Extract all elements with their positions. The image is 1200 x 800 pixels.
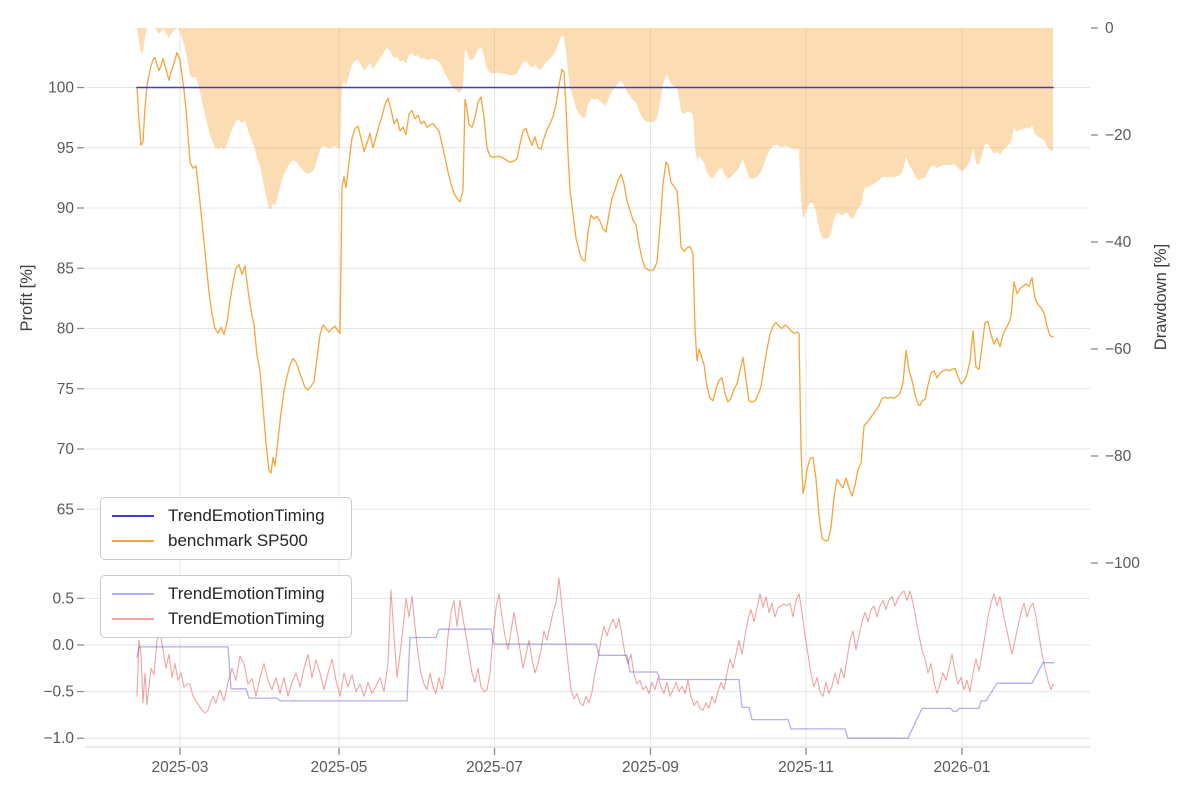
right-tick-label: −40 [1105, 234, 1132, 251]
right-tick-label: −20 [1105, 127, 1132, 144]
left-tick-label: 95 [57, 140, 74, 157]
signal-red-line [136, 577, 1054, 714]
left-tick-label: 0.0 [52, 637, 74, 654]
legend-label: TrendEmotionTiming [168, 584, 325, 604]
y-axis-label-right: Drawdown [%] [1152, 244, 1170, 350]
legend-item: TrendEmotionTiming [112, 504, 341, 529]
x-tick-label: 2025-05 [311, 759, 368, 776]
signal-blue-line [136, 628, 1055, 739]
right-tick-label: 0 [1105, 20, 1114, 37]
legend-label: TrendEmotionTiming [168, 506, 325, 526]
left-tick-label: 75 [57, 381, 74, 398]
x-tick-label: 2025-11 [778, 759, 834, 776]
benchmark-line [136, 51, 1054, 542]
left-tick-label: 65 [57, 501, 74, 518]
x-tick-label: 2025-07 [466, 759, 523, 776]
benchmark-line-sample [112, 539, 154, 542]
left-tick-label: 80 [57, 321, 75, 338]
legend-item: benchmark SP500 [112, 529, 341, 554]
x-tick-label: 2025-09 [622, 759, 679, 776]
legend-label: TrendEmotionTiming [168, 608, 325, 628]
gridlines [85, 28, 1090, 748]
x-tick-label: 2026-01 [934, 759, 991, 776]
signal-blue-line-sample [112, 593, 154, 596]
left-tick-label: 90 [57, 200, 75, 217]
left-tick-label: −0.5 [43, 684, 74, 701]
drawdown-area [137, 28, 1053, 239]
legend-label: benchmark SP500 [168, 530, 308, 550]
left-tick-label: 0.5 [52, 590, 74, 607]
x-tick-label: 2025-03 [152, 759, 209, 776]
right-tick-label: −60 [1105, 341, 1132, 358]
legend-item: TrendEmotionTiming [112, 582, 341, 607]
right-tick-label: −80 [1105, 448, 1132, 465]
left-tick-label: 70 [57, 441, 75, 458]
left-tick-label: 100 [48, 80, 74, 97]
legend-item: TrendEmotionTiming [112, 607, 341, 632]
left-tick-label: −1.0 [43, 730, 74, 747]
signal-red-line-sample [112, 617, 154, 620]
right-tick-label: −100 [1105, 555, 1140, 572]
y-axis-label-left: Profit [%] [18, 265, 36, 332]
axis-ticks: 100 95 90 85 80 75 70 65 0.5 0.0 −0.5 −1.0 0 −20 −40 −6… [43, 20, 1140, 776]
legend-signal: TrendEmotionTiming TrendEmotionTiming [100, 575, 352, 638]
strategy-line-sample [112, 515, 154, 518]
legend-profit: TrendEmotionTiming benchmark SP500 [100, 497, 352, 560]
left-tick-label: 85 [57, 260, 74, 277]
